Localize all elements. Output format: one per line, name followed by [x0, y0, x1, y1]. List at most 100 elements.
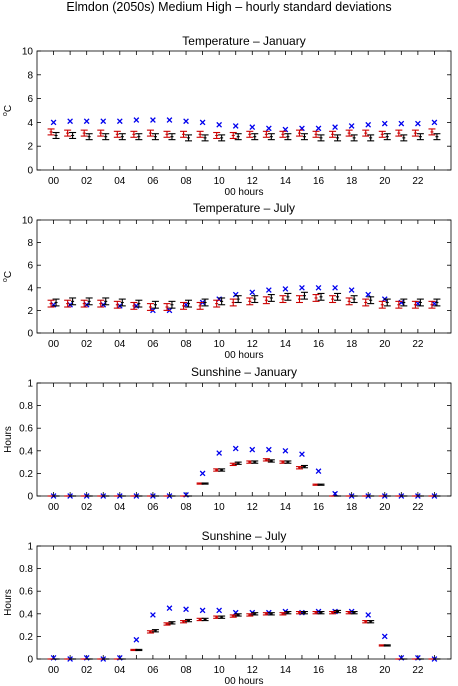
data-point-cross: [216, 607, 223, 614]
data-point-cross: [232, 609, 239, 616]
data-point-cross: [315, 125, 322, 132]
data-point-cross: [216, 121, 223, 128]
data-point-errorbar: [284, 460, 292, 464]
cross-stroke: [282, 286, 289, 292]
data-point-errorbar: [168, 621, 176, 625]
cross-stroke: [232, 609, 239, 616]
data-point-errorbar: [411, 300, 419, 309]
y-tick-label: 2: [27, 306, 33, 317]
data-point-errorbar: [433, 133, 441, 141]
x-tick-label: 22: [412, 176, 424, 187]
data-point-cross: [265, 446, 272, 453]
cross-stroke: [431, 119, 438, 126]
y-tick-label: 0.2: [19, 632, 33, 643]
y-tick-label: 8: [27, 238, 33, 249]
data-point-errorbar: [367, 296, 375, 305]
x-tick-label: 16: [313, 502, 325, 513]
cross-stroke: [133, 117, 140, 123]
data-point-errorbar: [218, 468, 226, 472]
data-point-errorbar: [234, 613, 242, 617]
data-point-errorbar: [97, 129, 105, 137]
data-point-errorbar: [262, 296, 270, 305]
data-point-errorbar: [300, 133, 308, 141]
data-point-errorbar: [52, 131, 60, 140]
data-point-cross: [381, 120, 388, 127]
cross-stroke: [348, 287, 355, 293]
data-point-errorbar: [267, 133, 275, 141]
data-point-errorbar: [218, 134, 226, 142]
x-tick-label: 14: [280, 502, 292, 513]
y-tick-label: 1: [27, 542, 33, 553]
y-axis-label-degree: o: [2, 278, 9, 282]
data-point-errorbar: [416, 133, 424, 141]
x-tick-label: 22: [412, 502, 424, 513]
data-point-errorbar: [251, 295, 259, 304]
x-tick-label: 20: [379, 176, 391, 187]
data-point-cross: [232, 291, 239, 298]
data-point-errorbar: [113, 130, 121, 138]
data-point-errorbar: [130, 130, 138, 138]
cross-stroke: [216, 607, 223, 614]
y-tick-label: 6: [27, 261, 33, 272]
data-point-errorbar: [102, 133, 110, 141]
data-point-cross: [398, 120, 405, 127]
y-tick-label: 10: [22, 216, 34, 227]
data-point-cross: [216, 450, 223, 456]
data-point-errorbar: [251, 612, 259, 616]
y-tick-label: 0.2: [19, 469, 33, 480]
cross-stroke: [299, 451, 305, 458]
cross-stroke: [232, 123, 239, 129]
data-point-errorbar: [201, 617, 209, 622]
x-tick-label: 04: [114, 339, 126, 350]
data-point-errorbar: [300, 610, 308, 615]
x-tick-label: 16: [313, 176, 325, 187]
x-tick-label: 02: [81, 665, 93, 676]
data-point-errorbar: [135, 299, 143, 308]
cross-stroke: [365, 291, 372, 298]
x-tick-label: 00: [48, 176, 60, 187]
cross-stroke: [398, 120, 405, 127]
cross-stroke: [332, 284, 338, 291]
cross-stroke: [265, 287, 272, 293]
x-tick-label: 14: [280, 176, 292, 187]
data-point-errorbar: [395, 129, 403, 137]
data-point-errorbar: [284, 133, 292, 141]
data-point-errorbar: [64, 299, 72, 308]
x-tick-label: 10: [214, 665, 226, 676]
y-tick-label: 0: [27, 655, 33, 666]
data-point-errorbar: [312, 294, 320, 302]
data-point-errorbar: [428, 128, 436, 136]
cross-stroke: [166, 605, 173, 612]
data-point-errorbar: [378, 300, 386, 309]
cross-stroke: [100, 118, 107, 125]
data-point-cross: [67, 118, 73, 125]
data-point-errorbar: [85, 133, 93, 141]
data-point-errorbar: [411, 129, 419, 137]
data-point-errorbar: [295, 295, 303, 304]
data-point-errorbar: [80, 299, 88, 308]
data-point-errorbar: [151, 629, 159, 633]
data-point-errorbar: [367, 134, 375, 142]
x-axis-label: 00 hours: [225, 676, 264, 686]
cross-stroke: [199, 607, 206, 614]
cross-stroke: [183, 606, 189, 613]
data-point-errorbar: [317, 134, 325, 142]
data-point-errorbar: [85, 297, 93, 306]
data-point-errorbar: [201, 134, 209, 142]
y-tick-label: 0: [27, 166, 33, 177]
figure-title: Elmdon (2050s) Medium High – hourly stan…: [66, 0, 392, 14]
data-point-cross: [348, 123, 355, 129]
y-tick-label: 0.4: [19, 446, 33, 457]
x-tick-label: 18: [346, 502, 358, 513]
panel-sunshine-january: Sunshine – January 0 0.2 0.4 0.6 0.8 1 00 02 04 06…: [3, 365, 452, 513]
x-tick-label: 02: [81, 176, 93, 187]
x-tick-label: 02: [81, 339, 93, 350]
data-point-errorbar: [279, 295, 287, 304]
data-point-errorbar: [135, 133, 143, 141]
cross-stroke: [315, 125, 322, 132]
data-point-cross: [166, 117, 173, 123]
panel-title: Temperature – July: [193, 201, 295, 215]
data-point-errorbar: [362, 298, 370, 307]
data-point-errorbar: [362, 129, 370, 137]
data-point-cross: [199, 119, 206, 126]
